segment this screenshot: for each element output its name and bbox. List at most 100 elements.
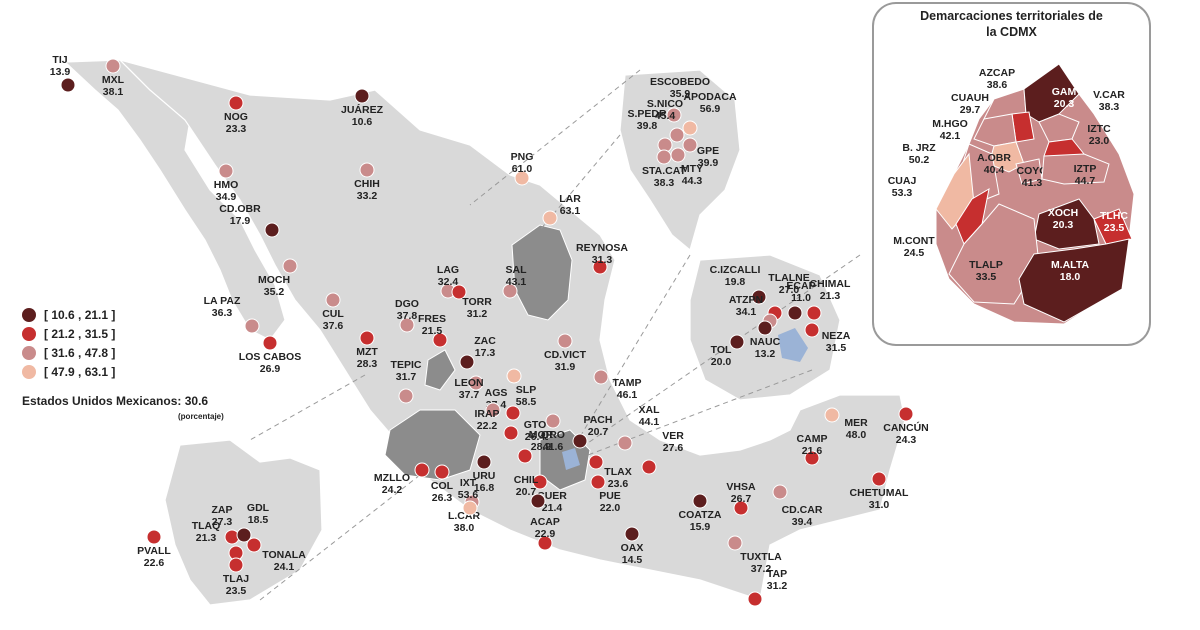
city-dot	[146, 529, 162, 545]
cdmx-inset: Demarcaciones territoriales de la CDMX A…	[872, 2, 1151, 346]
city-name: APODACA	[683, 91, 737, 103]
city-value: 34.9	[216, 191, 237, 203]
city-name: CUL	[322, 308, 344, 320]
legend-label: [ 21.2 , 31.5 ]	[44, 326, 116, 341]
city-name: REYNOSA	[576, 242, 628, 254]
city-dot	[228, 95, 244, 111]
city-value: 33.2	[357, 190, 378, 202]
mexico-city-area	[562, 448, 580, 470]
cdmx-zone-value: 41.3	[1022, 177, 1043, 189]
national-total: Estados Unidos Mexicanos: 30.6	[22, 394, 208, 408]
cdmx-zone	[1041, 153, 1110, 185]
city-dot	[262, 335, 278, 351]
city-name: GDL	[247, 502, 270, 514]
city-name: LA PAZ	[204, 295, 241, 307]
cdmx-zone-value: 23.5	[1104, 222, 1125, 234]
city-name: PUE	[599, 490, 621, 502]
legend-item: [ 47.9 , 63.1 ]	[22, 362, 115, 381]
city-name: LOS CABOS	[239, 351, 301, 363]
city-value: 20.7	[516, 486, 537, 498]
city-name: GTO	[524, 419, 547, 431]
city-dot	[264, 222, 280, 238]
city-value: 21.3	[196, 532, 217, 544]
city-value: 19.8	[725, 276, 746, 288]
cdmx-zone-name: A.OBR	[977, 152, 1011, 164]
guide-line	[574, 254, 691, 446]
city-value: 39.9	[698, 157, 719, 169]
city-name: MZLLO	[374, 472, 410, 484]
city-name: LEON	[454, 377, 483, 389]
city-name: PNG	[511, 151, 534, 163]
city-dot	[244, 318, 260, 334]
city-dot	[434, 464, 450, 480]
city-name: CD.OBR	[219, 203, 261, 215]
city-value: 37.6	[323, 320, 344, 332]
city-value: 11.0	[791, 292, 811, 304]
city-name: TAP	[767, 568, 787, 580]
national-value: 30.6	[184, 394, 209, 408]
cdmx-zone-value: 42.1	[940, 130, 961, 142]
city-value: 37.2	[751, 563, 772, 575]
city-value: 63.1	[560, 205, 581, 217]
cdmx-zone	[1018, 238, 1130, 323]
city-dot	[468, 375, 484, 391]
city-name: ZAC	[474, 335, 496, 347]
city-dot	[624, 526, 640, 542]
city-name: NOG	[224, 111, 248, 123]
legend-swatch	[22, 326, 36, 341]
city-value: 20.7	[588, 426, 609, 438]
city-name: TLALNE	[768, 272, 809, 284]
city-value: 13.9	[50, 66, 71, 78]
city-dot	[399, 317, 415, 333]
city-dot	[733, 500, 749, 516]
city-value: 24.2	[382, 484, 403, 496]
city-dot	[514, 170, 530, 186]
valle-mexico-inset-lake	[778, 328, 808, 362]
city-value: 46.1	[617, 389, 638, 401]
city-dot	[459, 354, 475, 370]
cdmx-zone-name: CUAUH	[951, 92, 989, 104]
city-dot	[502, 283, 518, 299]
legend-item: [ 21.2 , 31.5 ]	[22, 324, 115, 343]
cdmx-zone-name: GAM	[1052, 86, 1077, 98]
city-dot	[246, 537, 262, 553]
city-dot	[588, 454, 604, 470]
guide-line	[469, 69, 641, 206]
city-value: 20.0	[711, 356, 732, 368]
city-value: 45.4	[655, 110, 676, 122]
city-name: NAUC	[750, 336, 781, 348]
city-value: 27.3	[212, 516, 233, 528]
city-name: COATZA	[679, 509, 722, 521]
legend-swatch	[22, 307, 36, 322]
city-dot	[804, 322, 820, 338]
city-name: LAR	[559, 193, 581, 205]
city-value: 35.2	[264, 286, 285, 298]
city-value: 18.5	[248, 514, 269, 526]
city-dot	[617, 435, 633, 451]
city-dot	[590, 474, 606, 490]
